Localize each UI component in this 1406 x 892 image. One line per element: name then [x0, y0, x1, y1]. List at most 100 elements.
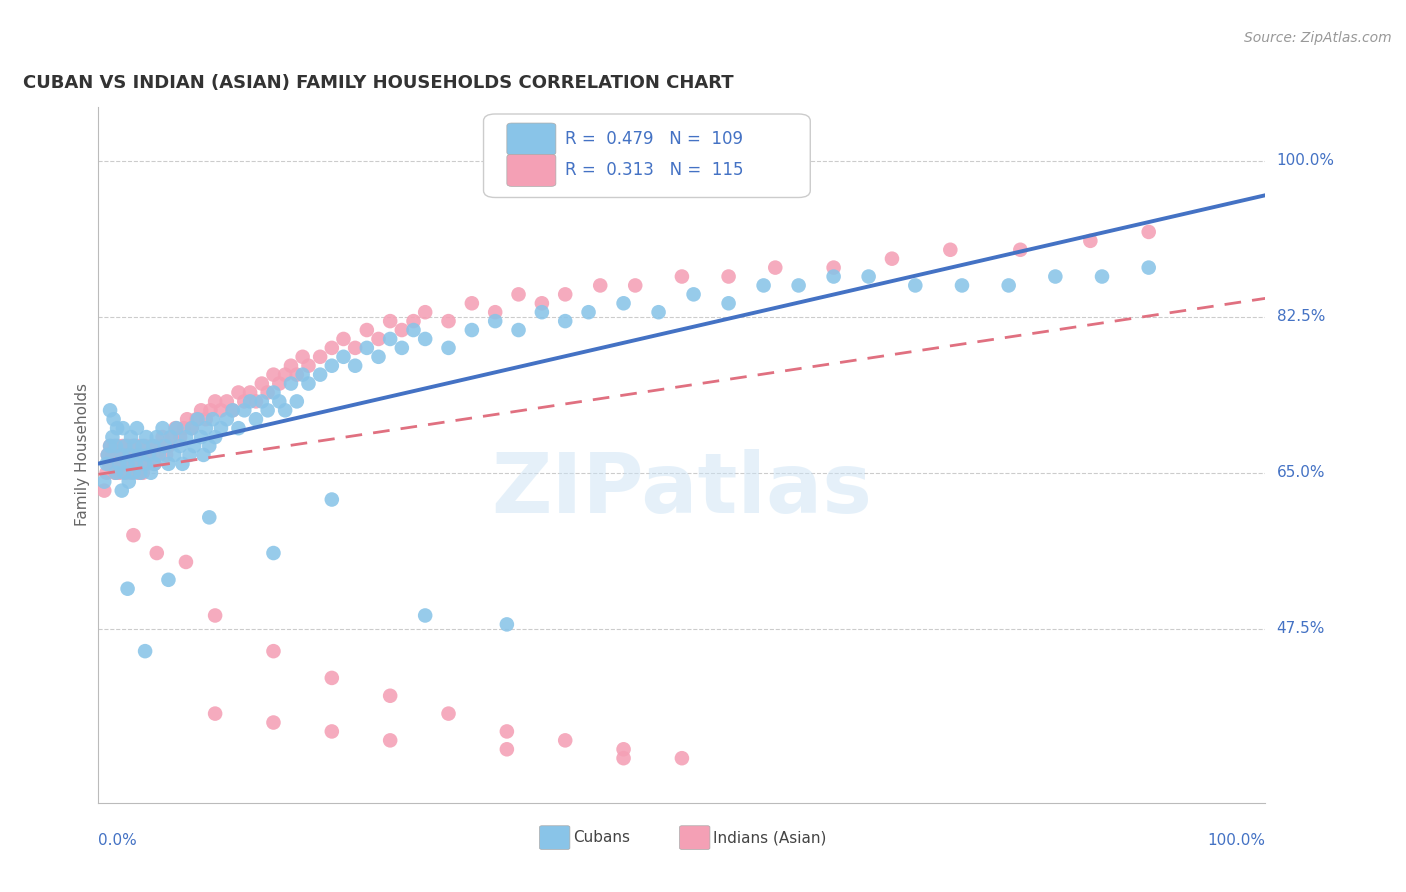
- Point: [103, 412, 125, 426]
- Point: [1091, 269, 1114, 284]
- Point: [904, 278, 927, 293]
- Point: [180, 421, 202, 435]
- Point: [111, 421, 134, 435]
- Point: [321, 359, 343, 373]
- Point: [200, 403, 222, 417]
- Point: [110, 448, 132, 462]
- Point: [169, 439, 191, 453]
- Point: [402, 314, 425, 328]
- Point: [508, 287, 530, 301]
- Text: 100.0%: 100.0%: [1208, 833, 1265, 848]
- Point: [589, 278, 612, 293]
- Point: [309, 368, 332, 382]
- Point: [233, 394, 256, 409]
- Point: [256, 385, 278, 400]
- Point: [118, 448, 141, 462]
- Point: [204, 394, 226, 409]
- Point: [233, 403, 256, 417]
- Point: [179, 448, 201, 462]
- Point: [125, 421, 148, 435]
- Point: [204, 608, 226, 623]
- Point: [107, 439, 129, 453]
- Text: CUBAN VS INDIAN (ASIAN) FAMILY HOUSEHOLDS CORRELATION CHART: CUBAN VS INDIAN (ASIAN) FAMILY HOUSEHOLD…: [22, 74, 733, 92]
- Point: [496, 724, 519, 739]
- Point: [437, 706, 460, 721]
- Point: [496, 617, 519, 632]
- Point: [682, 287, 704, 301]
- Point: [950, 278, 973, 293]
- Text: 100.0%: 100.0%: [1277, 153, 1334, 168]
- Point: [122, 466, 145, 480]
- Point: [198, 510, 221, 524]
- Point: [193, 448, 215, 462]
- Text: Indians (Asian): Indians (Asian): [713, 830, 827, 845]
- Point: [125, 457, 148, 471]
- FancyBboxPatch shape: [679, 826, 710, 849]
- Point: [530, 305, 553, 319]
- Point: [291, 368, 314, 382]
- Point: [96, 466, 118, 480]
- Point: [356, 341, 378, 355]
- Point: [190, 430, 212, 444]
- Point: [332, 332, 354, 346]
- Point: [108, 466, 131, 480]
- Point: [647, 305, 669, 319]
- Point: [297, 376, 319, 391]
- Point: [129, 457, 152, 471]
- Point: [1137, 260, 1160, 275]
- Point: [129, 466, 152, 480]
- Point: [142, 439, 165, 453]
- Point: [117, 582, 139, 596]
- Point: [437, 314, 460, 328]
- Point: [484, 305, 506, 319]
- Point: [997, 278, 1019, 293]
- Point: [174, 430, 197, 444]
- Point: [125, 457, 148, 471]
- Point: [880, 252, 903, 266]
- Point: [321, 341, 343, 355]
- Point: [97, 448, 120, 462]
- Point: [391, 341, 413, 355]
- Point: [101, 430, 124, 444]
- Point: [111, 448, 134, 462]
- Point: [554, 287, 576, 301]
- Point: [146, 448, 169, 462]
- Point: [139, 466, 162, 480]
- Point: [104, 466, 127, 480]
- Point: [148, 439, 170, 453]
- Point: [163, 448, 186, 462]
- Point: [115, 466, 138, 480]
- Text: R =  0.479   N =  109: R = 0.479 N = 109: [565, 130, 744, 148]
- Point: [530, 296, 553, 310]
- Point: [148, 448, 170, 462]
- Point: [496, 742, 519, 756]
- Point: [321, 492, 343, 507]
- Point: [380, 689, 402, 703]
- Point: [124, 439, 146, 453]
- Point: [100, 457, 122, 471]
- Point: [1010, 243, 1032, 257]
- Point: [508, 323, 530, 337]
- Point: [121, 439, 143, 453]
- Point: [157, 439, 180, 453]
- Point: [321, 671, 343, 685]
- Y-axis label: Family Households: Family Households: [75, 384, 90, 526]
- Point: [280, 376, 302, 391]
- Point: [112, 457, 135, 471]
- Point: [104, 448, 127, 462]
- Point: [262, 715, 284, 730]
- Point: [245, 394, 267, 409]
- Point: [1137, 225, 1160, 239]
- Point: [554, 314, 576, 328]
- Point: [262, 644, 284, 658]
- Point: [141, 439, 163, 453]
- Point: [215, 394, 238, 409]
- Point: [155, 448, 177, 462]
- Point: [1080, 234, 1102, 248]
- Point: [209, 403, 232, 417]
- Point: [402, 323, 425, 337]
- Point: [174, 555, 197, 569]
- Point: [143, 457, 166, 471]
- Point: [97, 457, 120, 471]
- Point: [613, 751, 636, 765]
